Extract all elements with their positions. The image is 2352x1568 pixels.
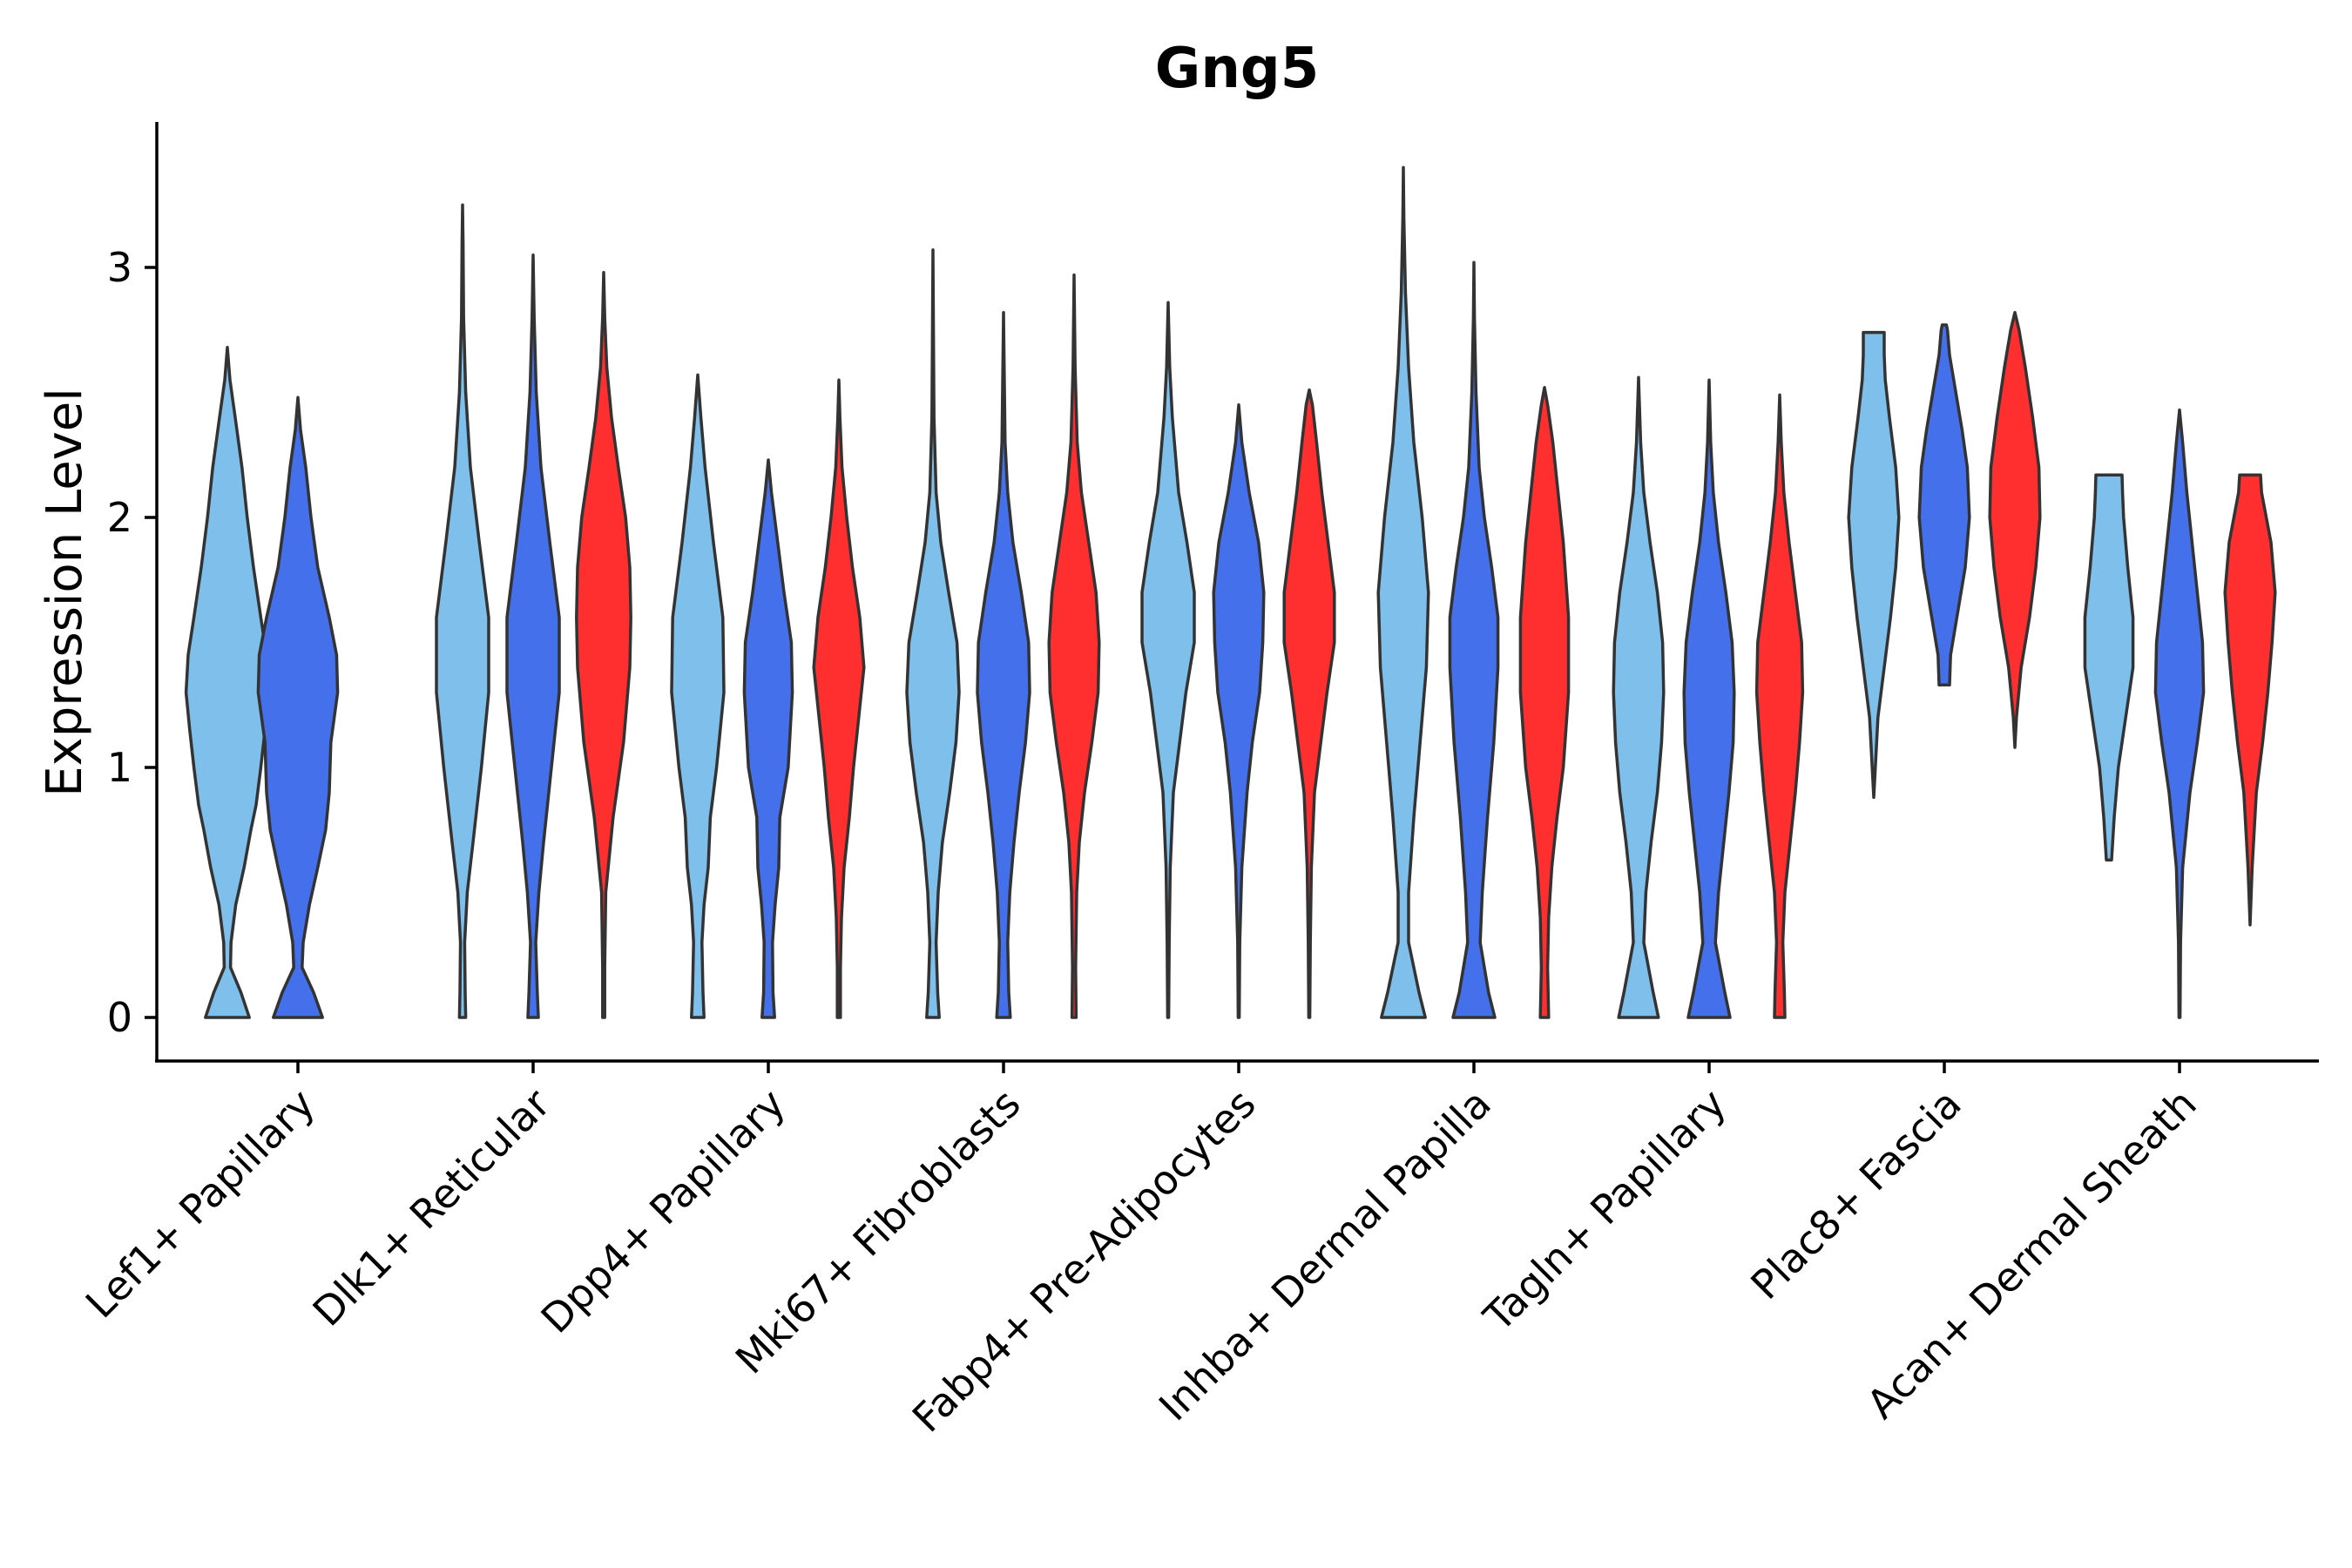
y-ticks-layer: 0 1 2 3 xyxy=(107,244,157,1041)
violin-dlk1-reticular-group-3 xyxy=(575,270,632,1019)
violin-dlk1-reticular-group-1 xyxy=(435,203,490,1019)
violin-mki67-fibroblasts-group-3 xyxy=(1047,273,1101,1019)
violin-dpp4-papillary-group-1 xyxy=(670,373,726,1019)
violin-dpp4-papillary-group-2 xyxy=(742,458,794,1019)
violin-acan-dermal-sheath-group-3 xyxy=(2223,473,2277,927)
y-tick-label: 3 xyxy=(107,244,132,291)
violin-acan-dermal-sheath-group-1 xyxy=(2083,473,2135,862)
y-tick-label: 1 xyxy=(107,744,132,791)
violin-fabp4-pre-adipocytes-group-3 xyxy=(1282,388,1336,1019)
y-tick-label: 0 xyxy=(107,994,132,1041)
violin-fabp4-pre-adipocytes-group-2 xyxy=(1212,403,1266,1019)
violin-inhba-dermal-papilla-group-2 xyxy=(1448,260,1500,1019)
x-category-label: Plac8+ Fascia xyxy=(1741,1080,1970,1308)
violin-tagln-papillary-group-1 xyxy=(1612,375,1666,1019)
y-axis-label: Expression Level xyxy=(37,388,93,797)
violin-mki67-fibroblasts-group-2 xyxy=(976,310,1031,1019)
violin-inhba-dermal-papilla-group-1 xyxy=(1376,166,1430,1019)
violin-mki67-fibroblasts-group-1 xyxy=(905,248,961,1019)
axes-layer xyxy=(155,122,2319,1063)
violins-layer xyxy=(184,166,2277,1019)
violin-fabp4-pre-adipocytes-group-1 xyxy=(1140,301,1196,1019)
violin-plac8-fascia-group-1 xyxy=(1847,330,1901,800)
violin-dpp4-papillary-group-3 xyxy=(812,378,866,1019)
violin-tagln-papillary-group-3 xyxy=(1754,393,1805,1019)
violin-plac8-fascia-group-3 xyxy=(1988,310,2042,749)
violin-plac8-fascia-group-2 xyxy=(1917,323,1971,687)
violin-dlk1-reticular-group-2 xyxy=(505,253,561,1019)
violin-lef1-papillary-group-2 xyxy=(256,395,340,1019)
violin-tagln-papillary-group-2 xyxy=(1682,378,1736,1019)
y-tick-label: 2 xyxy=(107,494,132,541)
x-category-label: Dpp4+ Papillary xyxy=(532,1080,794,1342)
chart-title: Gng5 xyxy=(1155,37,1319,101)
violin-lef1-papillary-group-1 xyxy=(184,346,271,1019)
x-category-label: Tagln+ Papillary xyxy=(1474,1080,1735,1342)
violin-inhba-dermal-papilla-group-3 xyxy=(1518,386,1571,1019)
x-category-label: Lef1+ Papillary xyxy=(77,1080,324,1328)
x-category-label: Dlk1+ Reticular xyxy=(304,1080,559,1335)
violin-acan-dermal-sheath-group-2 xyxy=(2153,408,2206,1019)
